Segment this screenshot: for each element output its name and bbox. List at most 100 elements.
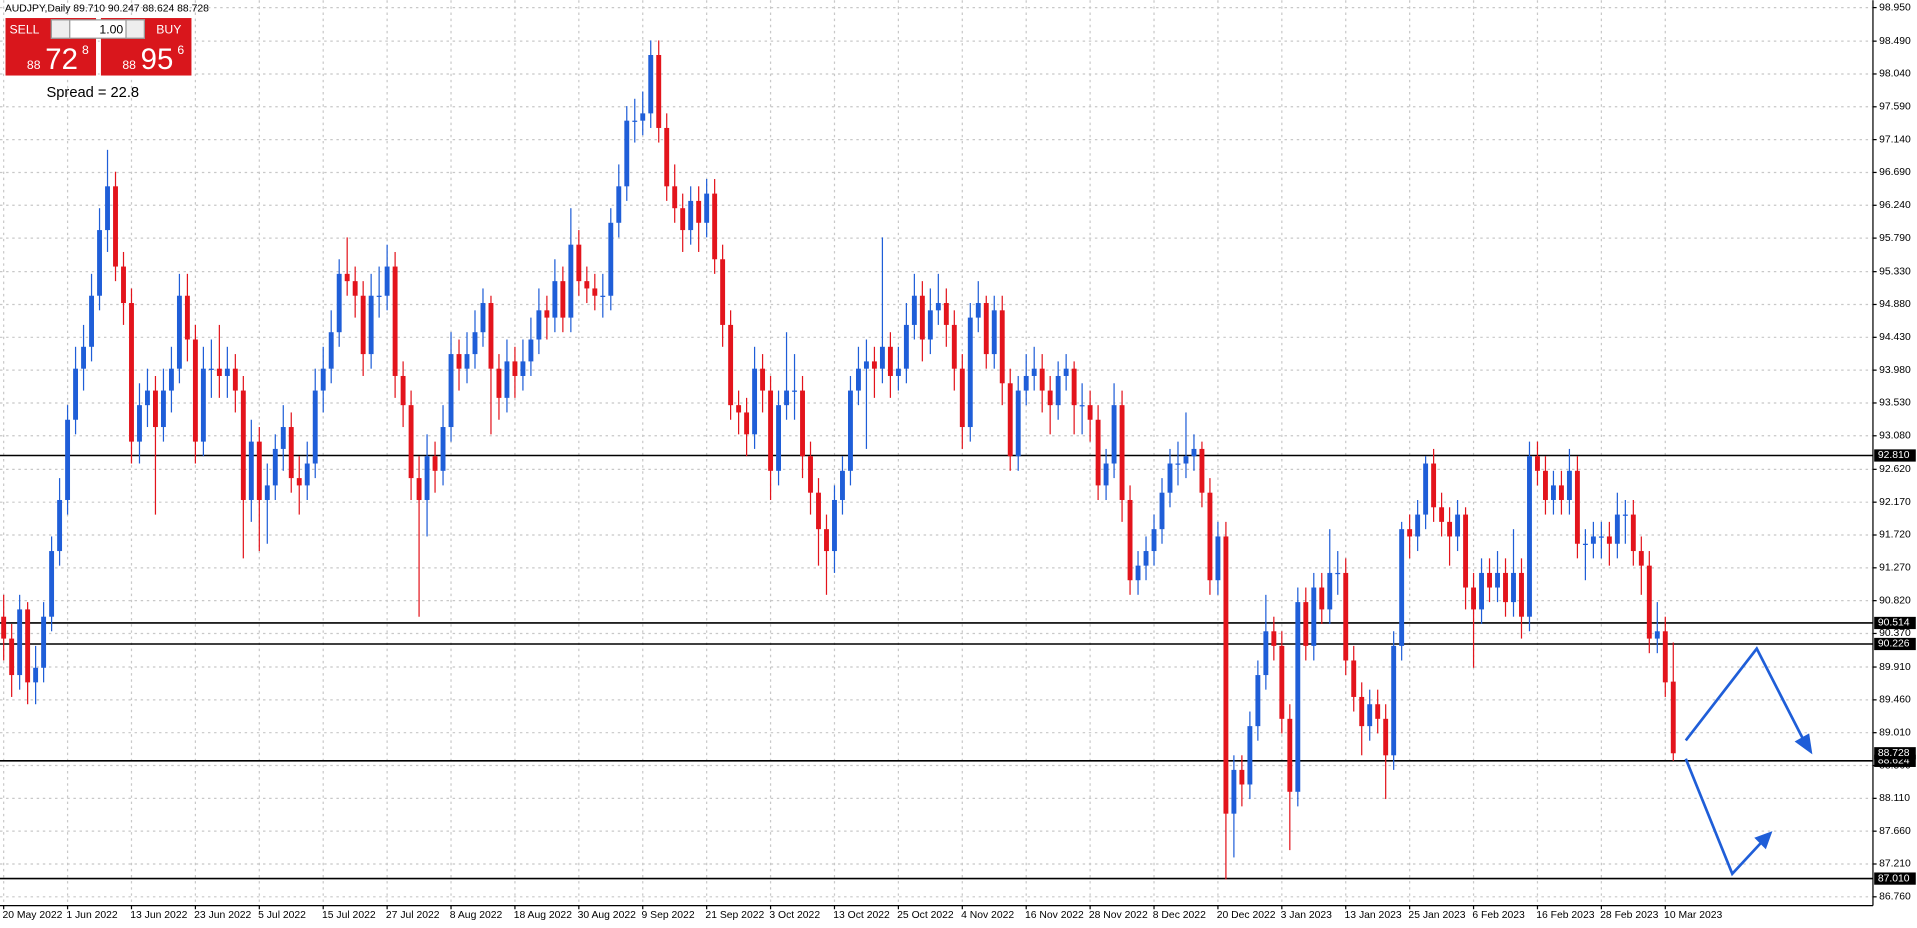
sell-button[interactable]: SELL — [10, 22, 40, 36]
candle-body — [648, 55, 654, 114]
candle-body — [512, 361, 518, 376]
x-tick-label: 27 Jul 2022 — [386, 910, 440, 921]
candle-body — [983, 303, 989, 355]
lot-down[interactable] — [50, 19, 71, 39]
candle-body — [1399, 529, 1405, 646]
candle-body — [1558, 485, 1564, 500]
candle-body — [41, 616, 47, 668]
y-tick-label: 95.790 — [1879, 233, 1911, 244]
x-tick-label: 16 Nov 2022 — [1025, 910, 1084, 921]
y-tick-label: 89.460 — [1879, 695, 1911, 706]
y-tick-label: 91.720 — [1879, 530, 1911, 541]
candle-body — [1535, 456, 1540, 471]
candle-body — [1063, 368, 1069, 376]
candle-body — [520, 361, 526, 376]
level-label: 88.624 — [1878, 756, 1910, 767]
candle-body — [832, 499, 837, 552]
candle-body — [440, 427, 446, 471]
buy-button[interactable]: BUY — [156, 22, 181, 36]
y-tick-label: 94.430 — [1879, 332, 1911, 343]
candle-body — [280, 427, 286, 449]
candle-body — [712, 193, 718, 260]
x-tick-label: 30 Aug 2022 — [578, 910, 637, 921]
candle-body — [304, 463, 310, 486]
candle-body — [200, 368, 206, 442]
candle-body — [1311, 587, 1317, 646]
candle-body — [296, 478, 302, 486]
candle-body — [121, 266, 126, 304]
candle-body — [1598, 536, 1604, 538]
y-tick-label: 87.660 — [1879, 826, 1911, 837]
lot-value[interactable]: 1.00 — [99, 22, 123, 36]
y-tick-label: 89.010 — [1879, 727, 1911, 738]
candle-body — [959, 368, 965, 428]
x-tick-label: 23 Jun 2022 — [194, 910, 251, 921]
candle-body — [1367, 704, 1373, 727]
candle-body — [1151, 529, 1157, 552]
candle-body — [344, 273, 350, 282]
candle-body — [1095, 419, 1101, 486]
candle-body — [400, 375, 406, 406]
candle-body — [113, 186, 118, 267]
candle-body — [808, 456, 813, 493]
candle-body — [576, 244, 582, 282]
x-tick-label: 8 Dec 2022 — [1153, 910, 1206, 921]
candle-body — [1519, 572, 1524, 617]
candle-body — [1527, 456, 1532, 617]
candle-body — [840, 470, 845, 500]
candle-body — [1455, 514, 1461, 537]
level-label-box — [1874, 616, 1916, 630]
candle-body — [544, 310, 550, 318]
candle-body — [1087, 405, 1093, 420]
candle-body — [1614, 514, 1620, 544]
y-tick-label: 93.080 — [1879, 431, 1911, 442]
x-tick-label: 1 Jun 2022 — [66, 910, 118, 921]
x-tick-label: 25 Oct 2022 — [897, 910, 954, 921]
candle-body — [1135, 565, 1141, 581]
candle-body — [967, 317, 973, 428]
candle-body — [496, 368, 502, 398]
buy-price-main: 95 — [141, 43, 174, 76]
candle-body — [1111, 405, 1117, 464]
candle-body — [176, 295, 182, 369]
candle-body — [1055, 375, 1061, 406]
forecast-arrows — [1684, 646, 1813, 877]
candle-body — [1343, 572, 1349, 661]
candle-body — [1646, 565, 1652, 639]
candle-body — [632, 120, 638, 122]
level-label: 90.514 — [1878, 618, 1910, 629]
candle-body — [879, 346, 885, 369]
candle-body — [728, 324, 734, 406]
candle-body — [1031, 368, 1037, 376]
candle-body — [208, 368, 214, 370]
candle-body — [592, 288, 598, 296]
bid-label-box — [1874, 747, 1916, 760]
candle-body — [824, 529, 829, 552]
candle-body — [848, 390, 853, 471]
candle-body — [464, 354, 470, 369]
candle-body — [624, 120, 630, 187]
candle-body — [935, 303, 941, 311]
x-tick-label: 8 Aug 2022 — [450, 910, 503, 921]
candle-body — [608, 222, 614, 296]
lot-up[interactable] — [125, 19, 145, 39]
chart-header: AUDJPY,Daily 89.710 90.247 88.624 88.728 — [5, 3, 209, 14]
candle-body — [81, 346, 87, 369]
x-tick-label: 18 Aug 2022 — [514, 910, 573, 921]
candle-body — [1303, 602, 1309, 646]
level-label: 87.010 — [1878, 873, 1910, 884]
candle-body — [1463, 514, 1469, 588]
x-tick-label: 16 Feb 2023 — [1536, 910, 1594, 921]
candle-body — [776, 405, 782, 471]
candle-body — [1543, 470, 1548, 500]
candle-body — [73, 368, 79, 420]
x-tick-label: 21 Sep 2022 — [705, 910, 764, 921]
level-label: 90.226 — [1878, 639, 1910, 650]
y-tick-label: 95.330 — [1879, 266, 1911, 277]
candle-body — [1231, 769, 1237, 814]
candles — [1, 40, 1676, 880]
candle-body — [1606, 536, 1612, 544]
candle-body — [800, 390, 805, 457]
candle-body — [336, 273, 342, 333]
